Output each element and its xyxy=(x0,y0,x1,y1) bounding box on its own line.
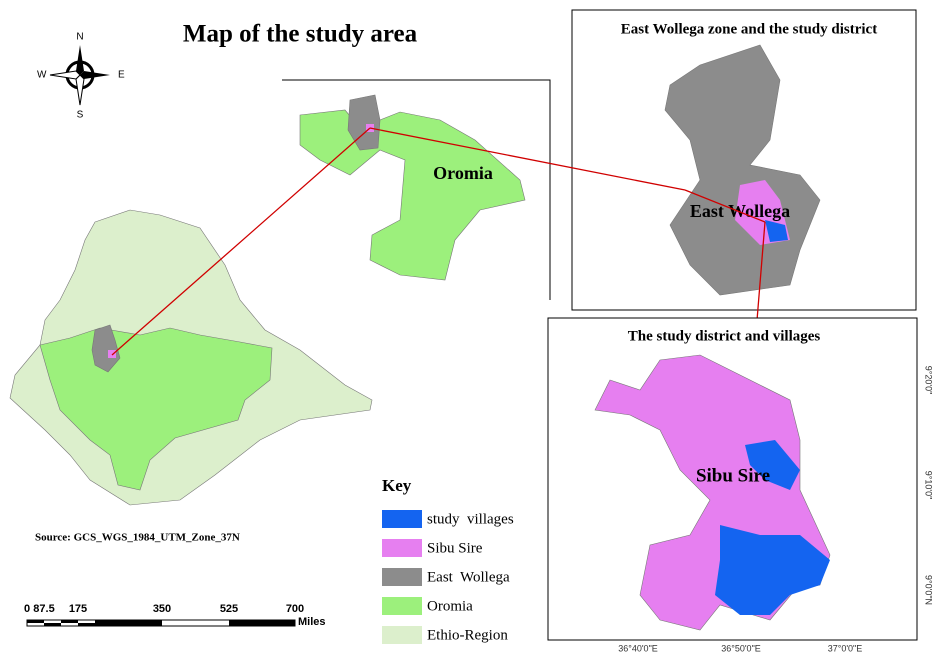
lat-label: 9°10'0" xyxy=(924,471,934,500)
village-2 xyxy=(715,525,830,615)
compass-n: N xyxy=(76,32,83,43)
legend-label: study villages xyxy=(427,511,514,527)
zone-inset-title: East Wollega zone and the study district xyxy=(621,21,877,37)
lon-label: 36°40'0"E xyxy=(618,643,658,653)
legend: Key study villages Sibu Sire East Wollega O… xyxy=(382,476,514,644)
ethiopia-map xyxy=(9,209,373,506)
legend-title: Key xyxy=(382,476,412,495)
scale-label: 175 xyxy=(69,603,87,615)
scale-label: 350 xyxy=(153,603,171,615)
compass: N S E W xyxy=(37,32,125,121)
compass-s: S xyxy=(77,110,84,121)
map-title: Map of the study area xyxy=(183,21,418,48)
legend-swatch xyxy=(382,510,422,528)
scale-unit: Miles xyxy=(298,616,326,628)
district-inset-title: The study district and villages xyxy=(628,328,821,344)
scale-label: 525 xyxy=(220,603,238,615)
oromia-map: Oromia xyxy=(299,94,526,281)
legend-label: Sibu Sire xyxy=(427,540,483,556)
lon-label: 36°50'0"E xyxy=(721,643,761,653)
sibu-sire-label: Sibu Sire xyxy=(696,465,770,486)
villages-small xyxy=(765,220,788,242)
legend-label: East Wollega xyxy=(427,569,510,585)
source-note: Source: GCS_WGS_1984_UTM_Zone_37N xyxy=(35,532,240,544)
oromia-label: Oromia xyxy=(433,163,493,183)
lon-label: 37°0'0"E xyxy=(828,643,863,653)
east-wollega-label: East Wollega xyxy=(690,201,790,221)
lat-label: 9°0'0"N xyxy=(924,575,934,605)
compass-w: W xyxy=(37,70,47,81)
legend-label: Ethio-Region xyxy=(427,627,508,643)
legend-swatch xyxy=(382,597,422,615)
legend-swatch xyxy=(382,539,422,557)
legend-swatch xyxy=(382,568,422,586)
scale-label: 87.5 xyxy=(33,603,54,615)
village-1 xyxy=(745,440,800,490)
scale-label: 0 xyxy=(24,603,30,615)
compass-e: E xyxy=(118,70,125,81)
legend-swatch xyxy=(382,626,422,644)
scale-label: 700 xyxy=(286,603,304,615)
legend-label: Oromia xyxy=(427,598,473,614)
lat-label: 9°20'0" xyxy=(924,366,934,395)
